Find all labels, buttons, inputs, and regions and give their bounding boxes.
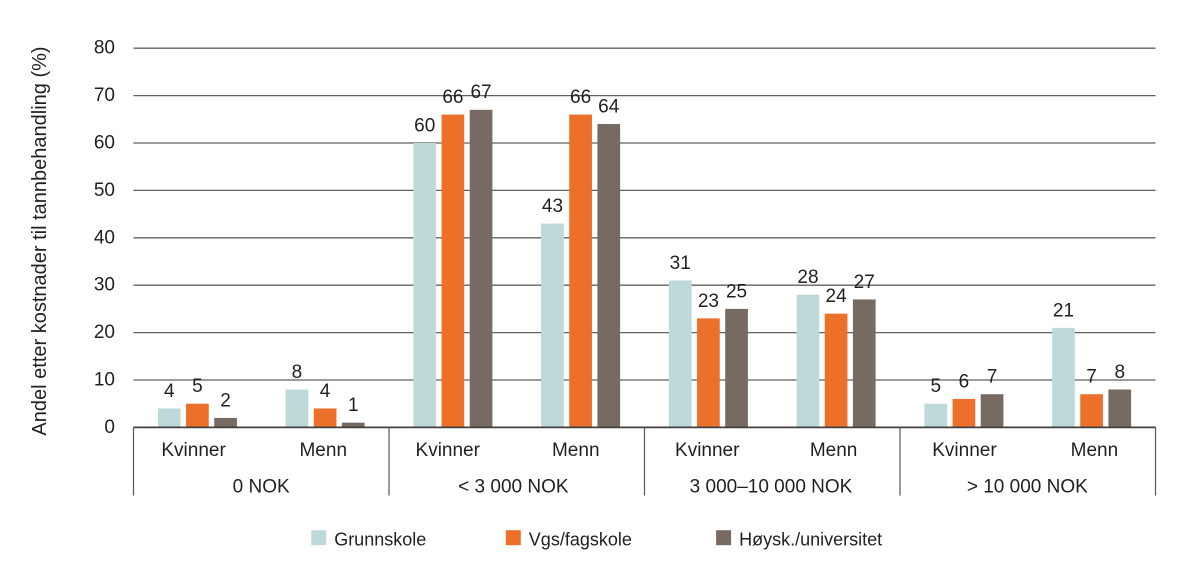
svg-text:3 000–10 000 NOK: 3 000–10 000 NOK (690, 477, 853, 498)
svg-text:10: 10 (94, 370, 115, 391)
svg-text:70: 70 (94, 85, 115, 106)
svg-text:Menn: Menn (552, 440, 600, 461)
svg-text:25: 25 (726, 281, 747, 302)
svg-text:24: 24 (826, 286, 848, 307)
svg-text:< 3 000 NOK: < 3 000 NOK (458, 477, 569, 498)
svg-text:31: 31 (670, 253, 691, 274)
svg-text:60: 60 (94, 133, 115, 154)
svg-text:80: 80 (94, 38, 115, 59)
svg-text:8: 8 (1114, 362, 1125, 383)
svg-text:27: 27 (854, 272, 875, 293)
svg-text:Andel etter kostnader til tann: Andel etter kostnader til tannbehandling… (29, 46, 51, 435)
svg-text:2: 2 (220, 390, 231, 411)
svg-text:0: 0 (104, 417, 115, 438)
svg-text:7: 7 (1086, 367, 1097, 388)
svg-text:7: 7 (987, 367, 998, 388)
svg-text:Kvinner: Kvinner (161, 440, 226, 461)
svg-text:Kvinner: Kvinner (932, 440, 997, 461)
svg-text:6: 6 (959, 371, 970, 392)
svg-text:8: 8 (292, 362, 303, 383)
svg-text:66: 66 (570, 87, 591, 108)
svg-text:28: 28 (797, 267, 818, 288)
svg-text:20: 20 (94, 322, 115, 343)
svg-text:Menn: Menn (810, 440, 858, 461)
svg-text:50: 50 (94, 180, 115, 201)
svg-text:30: 30 (94, 275, 115, 296)
svg-text:5: 5 (930, 376, 941, 397)
svg-text:1: 1 (348, 395, 359, 416)
svg-text:Kvinner: Kvinner (416, 440, 481, 461)
svg-text:Vgs/fagskole: Vgs/fagskole (529, 529, 632, 549)
svg-text:Kvinner: Kvinner (675, 440, 740, 461)
svg-text:5: 5 (192, 376, 203, 397)
svg-text:21: 21 (1053, 300, 1074, 321)
svg-text:Grunnskole: Grunnskole (334, 529, 426, 549)
svg-text:0 NOK: 0 NOK (233, 477, 290, 498)
svg-text:64: 64 (598, 96, 620, 117)
svg-text:43: 43 (542, 196, 563, 217)
svg-text:Menn: Menn (299, 440, 347, 461)
svg-text:60: 60 (414, 115, 435, 136)
svg-text:67: 67 (470, 82, 491, 103)
svg-text:Høysk./universitet: Høysk./universitet (739, 529, 882, 549)
svg-text:40: 40 (94, 227, 115, 248)
svg-text:Menn: Menn (1071, 440, 1119, 461)
svg-text:4: 4 (164, 381, 175, 402)
svg-text:66: 66 (442, 87, 463, 108)
svg-text:23: 23 (698, 291, 719, 312)
svg-text:> 10 000 NOK: > 10 000 NOK (967, 477, 1088, 498)
svg-text:4: 4 (320, 381, 331, 402)
